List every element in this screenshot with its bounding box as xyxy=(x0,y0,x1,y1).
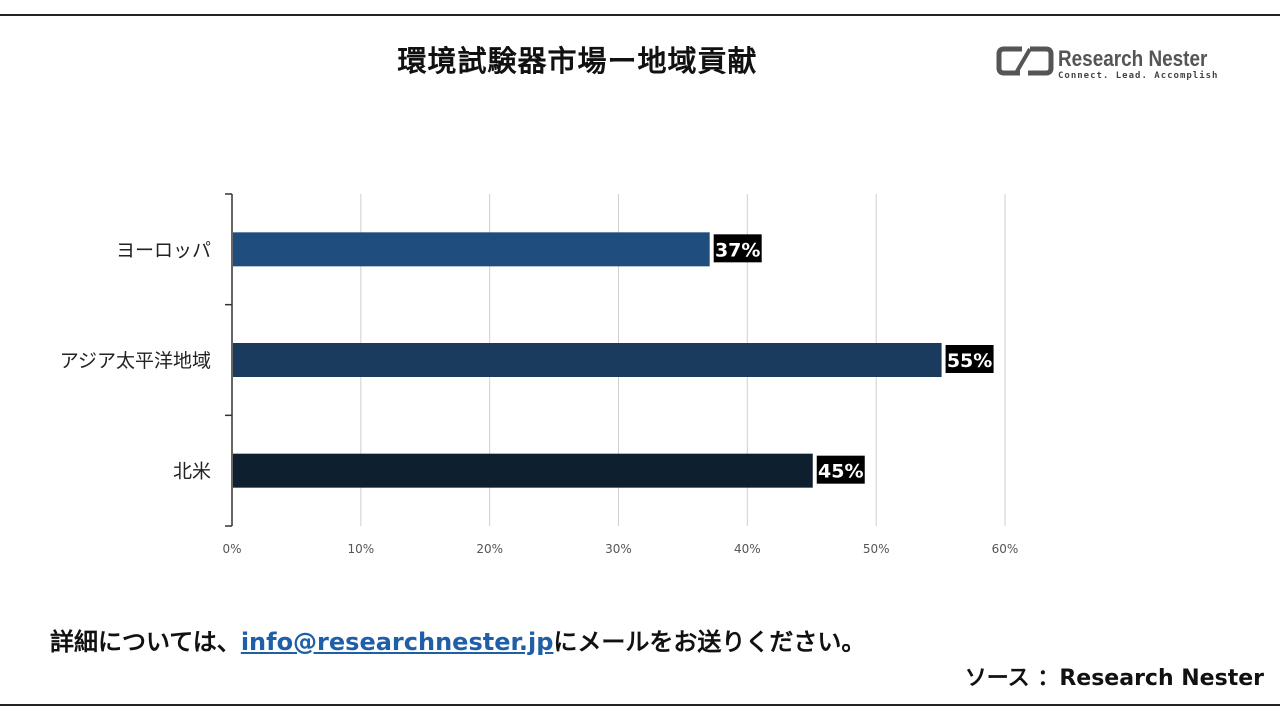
page-title: 環境試験器市場ー地域貢献 xyxy=(397,44,758,78)
x-tick-label: 60% xyxy=(992,542,1019,556)
bar xyxy=(233,232,710,267)
data-label: 37% xyxy=(715,239,760,261)
category-label: 北米 xyxy=(173,461,211,483)
source-credit: ソース ：Research Nester xyxy=(964,666,1264,691)
x-tick-label: 20% xyxy=(476,542,503,556)
contact-note: 詳細については、info@researchnester.jpにメールをお送りくだ… xyxy=(50,622,865,657)
top-rule xyxy=(0,14,1280,16)
category-label: アジア太平洋地域 xyxy=(60,350,211,372)
data-label-bg xyxy=(945,345,994,373)
contact-note-suffix: にメールをお送りください。 xyxy=(553,628,866,656)
logo-tagline: Connect. Lead. Accomplish xyxy=(1058,71,1219,81)
data-label-bg xyxy=(713,234,762,263)
x-tick-label: 50% xyxy=(863,542,890,556)
data-label: 55% xyxy=(947,350,992,372)
contact-note-prefix: 詳細については、 xyxy=(50,628,241,656)
data-label: 45% xyxy=(818,461,863,483)
contact-email-link[interactable]: info@researchnester.jp xyxy=(240,628,554,656)
logo-name: Research Nester xyxy=(1058,46,1208,71)
bottom-rule xyxy=(0,704,1280,706)
logo-icon xyxy=(996,46,1054,76)
category-label: ヨーロッパ xyxy=(116,239,211,261)
x-tick-label: 30% xyxy=(605,542,632,556)
data-label-bg xyxy=(816,455,865,484)
research-nester-logo: Research Nester Connect. Lead. Accomplis… xyxy=(996,44,1226,84)
bar xyxy=(233,453,813,488)
bar xyxy=(233,343,942,377)
x-tick-label: 40% xyxy=(734,542,761,556)
x-tick-label: 0% xyxy=(222,542,241,556)
x-tick-label: 10% xyxy=(347,542,374,556)
